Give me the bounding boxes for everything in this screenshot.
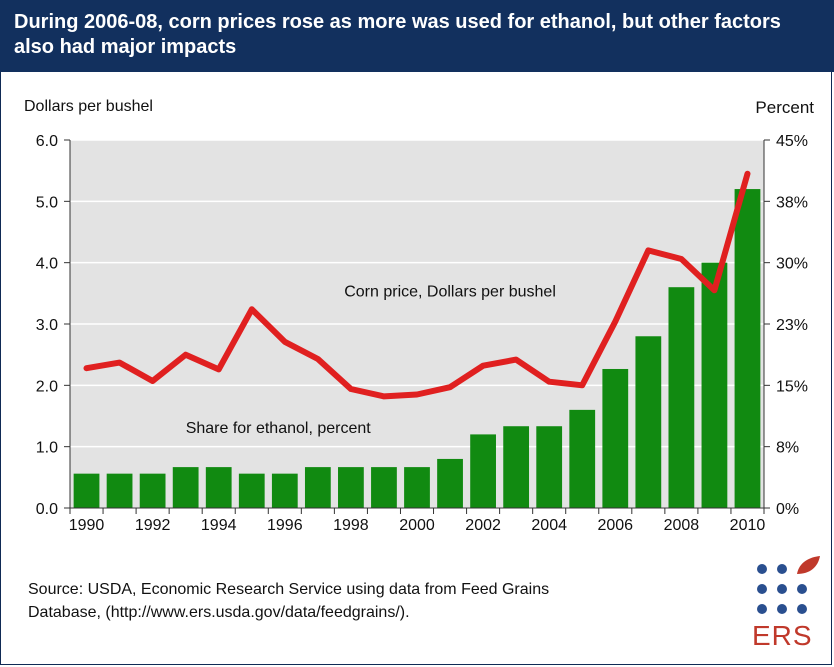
x-tick-label: 1992: [135, 517, 171, 534]
ethanol-share-bar: [106, 473, 133, 508]
ethanol-share-bar: [172, 467, 199, 508]
ers-logo-text: ERS: [752, 620, 813, 651]
logo-dot: [797, 584, 807, 594]
x-tick-label: 2000: [399, 517, 435, 534]
ethanol-share-bar: [569, 409, 596, 508]
right-tick-label: 0%: [776, 501, 799, 518]
left-tick-label: 2.0: [36, 378, 58, 395]
x-tick-label: 1990: [69, 517, 105, 534]
ethanol-share-bar: [470, 434, 496, 508]
right-tick-label: 23%: [776, 317, 808, 334]
left-axis-label: Dollars per bushel: [24, 98, 153, 115]
x-tick-label: 2008: [664, 517, 700, 534]
x-tick-label: 2002: [465, 517, 501, 534]
logo-dot: [777, 584, 787, 594]
x-tick-label: 2006: [597, 517, 633, 534]
ethanol-share-bar: [271, 473, 298, 508]
logo-dot: [757, 604, 767, 614]
logo-dot: [777, 604, 787, 614]
left-tick-label: 5.0: [36, 194, 58, 211]
ethanol-share-bar: [371, 467, 397, 508]
ethanol-share-bar: [404, 467, 430, 508]
ethanol-share-bar: [304, 467, 331, 508]
left-tick-label: 6.0: [36, 133, 58, 150]
ethanol-share-bar: [701, 262, 728, 508]
ethanol-share-bar: [238, 473, 265, 508]
series-annotation: Corn price, Dollars per bushel: [344, 283, 556, 300]
x-tick-label: 2010: [730, 517, 766, 534]
source-note: Source: USDA, Economic Research Service …: [28, 578, 708, 624]
x-tick-label: 1996: [267, 517, 303, 534]
ethanol-share-bar: [437, 458, 463, 508]
right-tick-label: 8%: [776, 440, 799, 457]
logo-dot: [757, 564, 767, 574]
right-tick-label: 45%: [776, 133, 808, 150]
right-tick-label: 30%: [776, 256, 808, 273]
right-tick-label: 38%: [776, 194, 808, 211]
corn-price-line: [83, 170, 751, 400]
left-tick-label: 3.0: [36, 317, 58, 334]
logo-dot: [777, 564, 787, 574]
x-tick-label: 1998: [333, 517, 369, 534]
ethanol-share-bar: [536, 426, 563, 508]
source-line-1: Source: USDA, Economic Research Service …: [28, 581, 550, 598]
ethanol-share-bar: [668, 287, 695, 508]
left-tick-label: 0.0: [36, 501, 58, 518]
ethanol-share-bar: [205, 467, 232, 508]
left-tick-label: 4.0: [36, 256, 58, 273]
ethanol-share-bar: [338, 467, 364, 508]
ers-logo: ERS: [752, 556, 822, 656]
source-line-2: Database, (http://www.ers.usda.gov/data/…: [28, 604, 410, 621]
logo-dot: [797, 604, 807, 614]
x-tick-label: 1994: [201, 517, 237, 534]
leaf-icon: [797, 556, 820, 574]
ethanol-share-bar: [139, 473, 166, 508]
series-annotation: Share for ethanol, percent: [186, 420, 372, 437]
logo-dot: [757, 584, 767, 594]
right-axis-label: Percent: [755, 98, 814, 117]
ethanol-share-bar: [734, 189, 761, 509]
right-tick-label: 15%: [776, 378, 808, 395]
ers-logo-mark: [757, 556, 820, 614]
ethanol-share-bar: [635, 336, 662, 508]
x-tick-label: 2004: [531, 517, 567, 534]
ethanol-share-bar: [73, 473, 100, 508]
left-tick-label: 1.0: [36, 440, 58, 457]
ethanol-share-bar: [503, 426, 530, 508]
ethanol-share-bar: [602, 368, 629, 508]
chart-title: During 2006-08, corn prices rose as more…: [0, 0, 834, 72]
